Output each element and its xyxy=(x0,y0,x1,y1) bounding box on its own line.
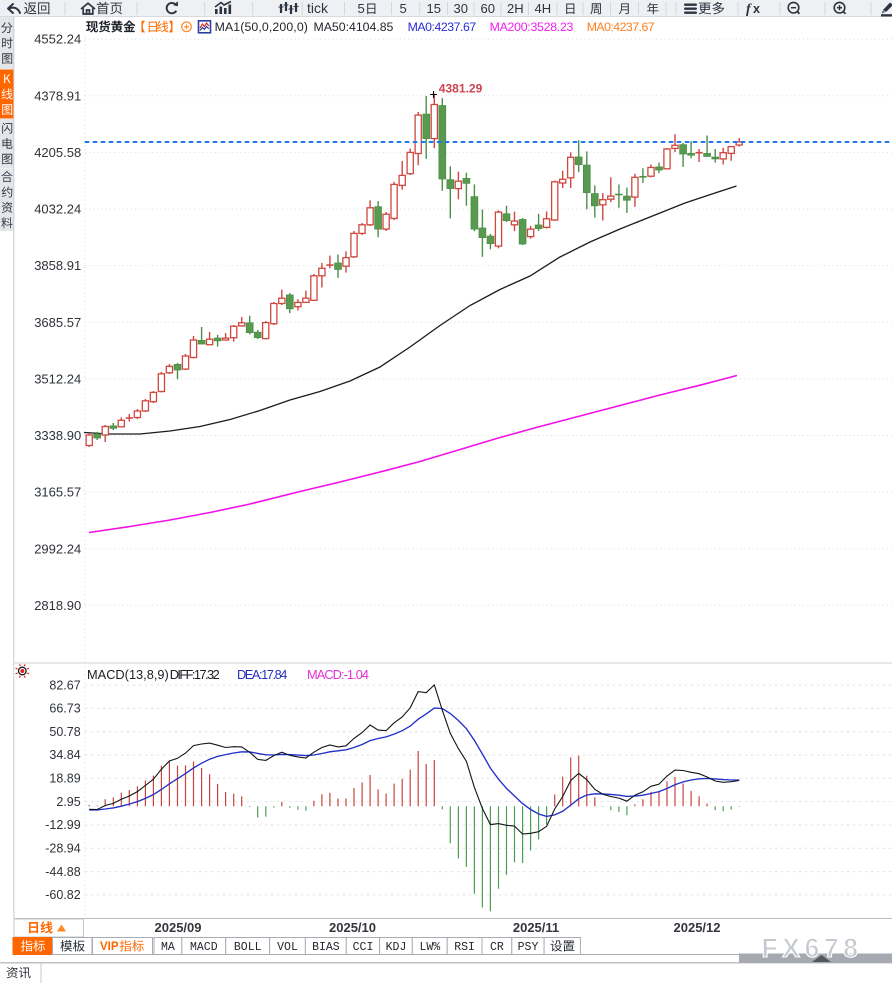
svg-text:tick: tick xyxy=(307,0,329,16)
svg-text:82.67: 82.67 xyxy=(49,678,80,692)
svg-text:15: 15 xyxy=(427,1,441,16)
svg-text:MACD: MACD xyxy=(190,941,218,954)
svg-text:KDJ: KDJ xyxy=(386,941,407,954)
svg-text:5: 5 xyxy=(400,1,407,16)
svg-text:2992.24: 2992.24 xyxy=(34,541,81,556)
svg-text:MA200:3528.23: MA200:3528.23 xyxy=(490,20,574,34)
svg-text:DEA:17.84: DEA:17.84 xyxy=(237,667,287,682)
svg-text:-12.99: -12.99 xyxy=(45,818,80,832)
svg-text:3165.57: 3165.57 xyxy=(34,485,81,500)
svg-text:4378.91: 4378.91 xyxy=(34,88,81,103)
svg-text:DIFF:17.32: DIFF:17.32 xyxy=(170,667,220,682)
svg-text:2025/11: 2025/11 xyxy=(513,920,559,935)
svg-text:5: 5 xyxy=(358,1,365,16)
svg-text:MACD(13,8,9): MACD(13,8,9) xyxy=(87,667,169,682)
svg-text:3858.91: 3858.91 xyxy=(34,258,81,273)
svg-text:BOLL: BOLL xyxy=(234,941,262,954)
svg-text:2025/09: 2025/09 xyxy=(155,920,202,935)
svg-text:4205.58: 4205.58 xyxy=(34,145,81,160)
svg-text:LW%: LW% xyxy=(419,941,440,954)
svg-text:f: f xyxy=(746,2,752,17)
svg-text:VOL: VOL xyxy=(277,941,298,954)
svg-text:-28.94: -28.94 xyxy=(45,842,80,856)
svg-text:-44.88: -44.88 xyxy=(45,865,80,879)
svg-text:CCI: CCI xyxy=(353,941,374,954)
svg-text:PSY: PSY xyxy=(518,941,539,954)
svg-text:50.78: 50.78 xyxy=(49,725,80,739)
svg-text:VIP: VIP xyxy=(100,941,119,953)
svg-text:4H: 4H xyxy=(535,1,552,16)
svg-text:4032.24: 4032.24 xyxy=(34,202,81,217)
svg-text:2818.90: 2818.90 xyxy=(34,598,81,613)
svg-text:4381.29: 4381.29 xyxy=(439,82,483,96)
svg-text:2H: 2H xyxy=(507,1,524,16)
svg-text:2.95: 2.95 xyxy=(56,795,80,809)
svg-text:4552.24: 4552.24 xyxy=(34,32,81,47)
svg-text:3685.57: 3685.57 xyxy=(34,315,81,330)
svg-text:FX678: FX678 xyxy=(762,933,860,963)
svg-text:CR: CR xyxy=(490,941,504,954)
svg-text:60: 60 xyxy=(481,1,495,16)
svg-text:BIAS: BIAS xyxy=(312,941,340,954)
svg-text:MACD:-1.04: MACD:-1.04 xyxy=(307,667,369,682)
svg-text:MA0:4237.67: MA0:4237.67 xyxy=(587,20,655,34)
svg-text:30: 30 xyxy=(454,1,468,16)
svg-text:RSI: RSI xyxy=(454,941,475,954)
svg-text:MA: MA xyxy=(161,941,175,954)
svg-text:MA0:4237.67: MA0:4237.67 xyxy=(408,20,477,34)
svg-text:3512.24: 3512.24 xyxy=(34,372,81,387)
svg-text:MA50:4104.85: MA50:4104.85 xyxy=(314,20,394,34)
svg-text:x: x xyxy=(753,2,760,16)
svg-text:2025/10: 2025/10 xyxy=(329,920,376,935)
svg-text:-60.82: -60.82 xyxy=(45,888,80,902)
svg-text:34.84: 34.84 xyxy=(49,748,80,762)
svg-text:18.89: 18.89 xyxy=(49,772,80,786)
svg-text:2025/12: 2025/12 xyxy=(674,920,721,935)
svg-text:3338.90: 3338.90 xyxy=(34,428,81,443)
svg-text:66.73: 66.73 xyxy=(49,702,80,716)
svg-text:MA1(50,0,200,0): MA1(50,0,200,0) xyxy=(215,20,308,34)
